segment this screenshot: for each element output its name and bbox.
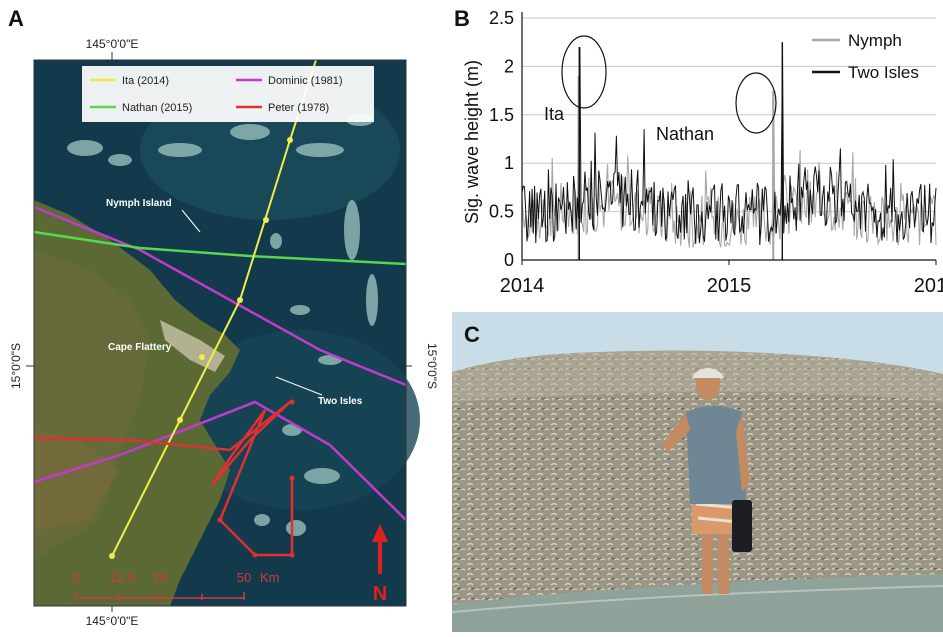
svg-text:Ita (2014): Ita (2014) [122,75,169,87]
y-tick-label: 1.5 [489,105,514,125]
track-nathan [33,230,407,266]
track-dominic-2 [33,400,407,521]
annotation-circle-ita [561,35,607,109]
chart-legend: Nymph Two Isles [812,31,919,82]
svg-text:Km: Km [260,570,280,585]
legend-label-nymph: Nymph [848,31,902,50]
annotation-ita: Ita [544,104,565,124]
x-tick-label: 2016 [914,275,943,297]
lon-label-top: 145°0'0"E [86,37,139,51]
place-two-isles: Two Isles [318,396,363,407]
track-peter [33,401,294,557]
svg-text:0: 0 [72,570,79,585]
lon-label-bottom: 145°0'0"E [86,614,139,628]
annotation-nathan: Nathan [656,124,714,144]
scale-bar: 0 12.5 25 50 Km [72,570,280,600]
person [662,368,752,594]
legend-item-ita: Ita (2014) [90,75,169,87]
series-line-nymph [521,76,937,248]
series-two-isles [521,42,937,260]
series-line-two-isles [521,42,937,246]
chart-panel: B 0 0.5 1 1.5 2 2.5 2014 2015 2016 Sig. wave hei… [452,0,943,305]
photo-panel: C [451,312,943,632]
map-frame [33,59,407,607]
north-arrow-icon: N [372,524,388,605]
legend-item-nathan: Nathan (2015) [90,102,192,114]
wave-height-chart: 0 0.5 1 1.5 2 2.5 2014 2015 2016 Sig. wave heigh… [452,0,943,305]
place-cape-flattery: Cape Flattery [108,342,172,353]
map-panel: A 145°0'0"E 145°0'0"E 15°0'0"S 15°0'0"S [0,0,450,632]
map-image: Ita (2014) Dominic (1981) Nathan (2015) … [33,59,420,606]
panel-a-label: A [8,6,24,31]
place-nymph-island: Nymph Island [106,198,172,209]
track-dominic [33,205,407,387]
lat-label-right: 15°0'0"S [425,343,439,389]
panel-c-label: C [464,322,480,347]
svg-text:25: 25 [153,570,167,585]
x-tick-label: 2015 [707,275,752,297]
annotation-circle-nathan [735,72,777,134]
y-tick-label: 0.5 [489,202,514,222]
legend-item-dominic: Dominic (1981) [236,75,343,87]
svg-text:Peter (1978): Peter (1978) [268,102,329,114]
legend-label-two-isles: Two Isles [848,63,919,82]
x-tick-label: 2014 [500,275,545,297]
y-tick-label: 2.5 [489,8,514,28]
y-axis-label: Sig. wave height (m) [462,60,482,224]
panel-b-label: B [454,6,470,31]
water [452,574,943,632]
svg-text:Nathan (2015): Nathan (2015) [122,102,192,114]
y-tick-label: 2 [504,56,514,76]
north-label: N [373,583,387,605]
chart-axes: 0 0.5 1 1.5 2 2.5 2014 2015 2016 [489,8,943,297]
y-tick-label: 1 [504,153,514,173]
svg-text:Dominic (1981): Dominic (1981) [268,75,343,87]
svg-text:50: 50 [237,570,251,585]
map-figure: 145°0'0"E 145°0'0"E 15°0'0"S 15°0'0"S [9,37,439,628]
rubble-ridge-photo: C [451,312,943,632]
y-tick-label: 0 [504,250,514,270]
legend-item-peter: Peter (1978) [236,102,329,114]
map-legend [82,66,374,122]
lat-label-left: 15°0'0"S [9,343,23,389]
svg-text:12.5: 12.5 [109,570,134,585]
